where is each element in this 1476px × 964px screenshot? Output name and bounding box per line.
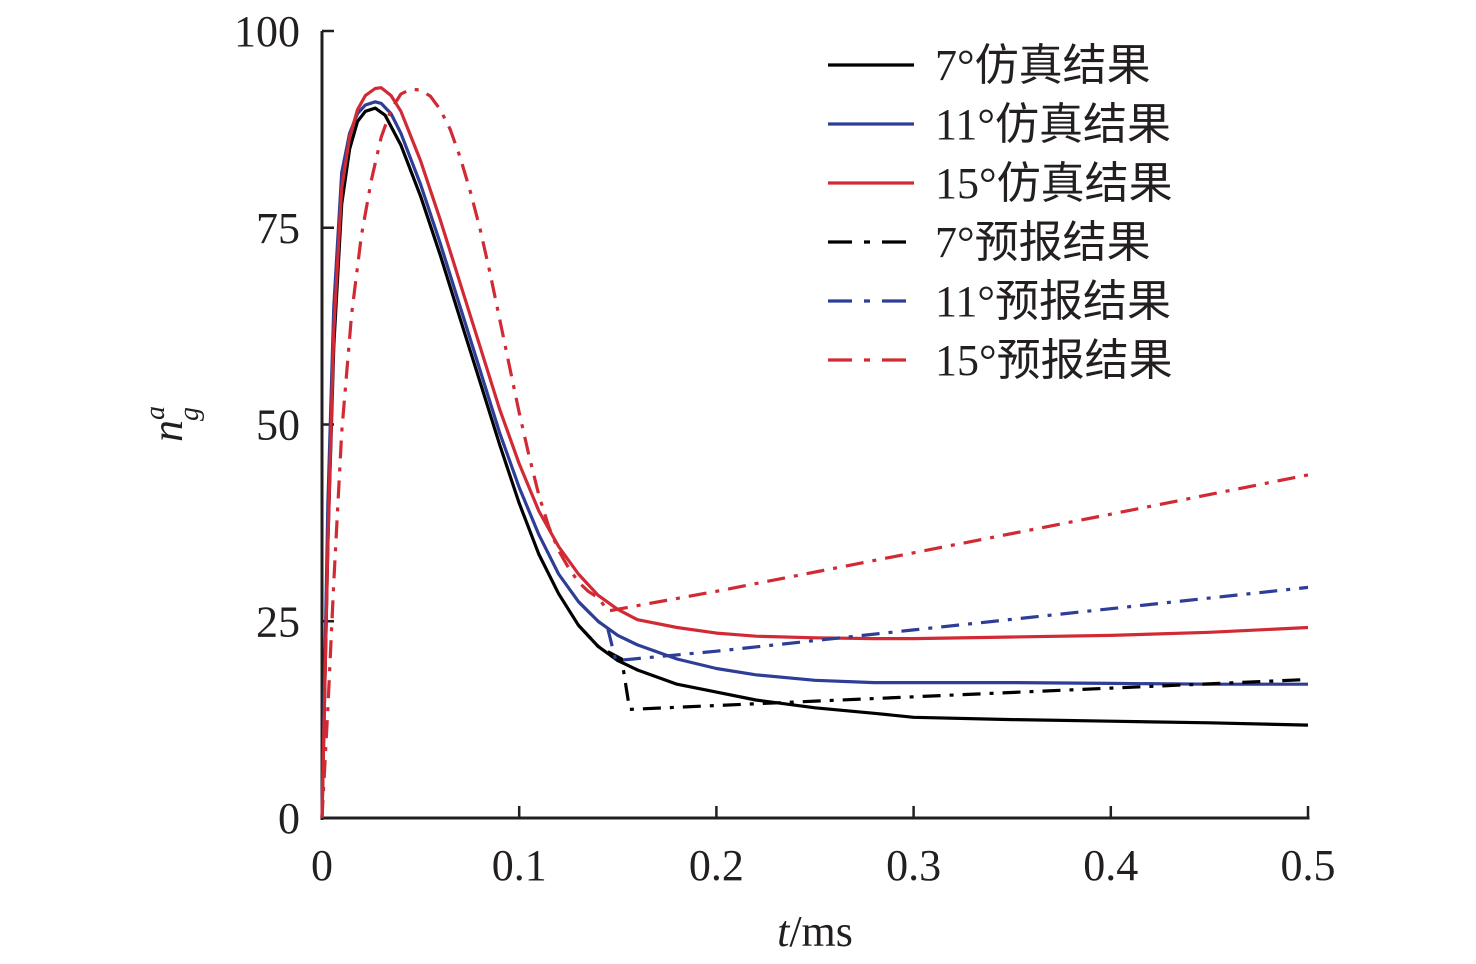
legend-label: 11°预报结果 — [935, 277, 1171, 326]
series-group — [320, 86, 1309, 819]
y-tick-label: 50 — [256, 401, 300, 450]
legend-item: 7°仿真结果 — [828, 41, 1151, 90]
x-tick-label: 0.3 — [886, 841, 941, 890]
x-tick-label: 0.5 — [1281, 841, 1336, 890]
series-line-4 — [577, 585, 1309, 663]
legend-label: 15°预报结果 — [935, 336, 1173, 385]
legend-label: 7°预报结果 — [935, 218, 1151, 267]
x-tick-label: 0 — [311, 841, 333, 890]
legend-label: 7°仿真结果 — [935, 41, 1151, 90]
y-tick-label: 100 — [234, 7, 300, 56]
series-line-2 — [320, 86, 1309, 819]
x-tick-label: 0.1 — [492, 841, 547, 890]
y-ticks: 0 25 50 75 100 — [234, 7, 334, 843]
x-axis-label-unit: /ms — [789, 907, 853, 956]
legend-item: 15°预报结果 — [828, 336, 1173, 385]
x-ticks: 0 0.1 0.2 0.3 0.4 0.5 — [311, 806, 1336, 890]
y-tick-label: 0 — [278, 794, 300, 843]
legend: 7°仿真结果 11°仿真结果 15°仿真结果 7°预报结果 11°预报结果 15°预报结果 — [828, 41, 1173, 385]
series-line-1 — [320, 100, 1308, 819]
legend-item: 11°仿真结果 — [828, 100, 1171, 149]
series-line-3 — [577, 624, 1309, 712]
x-tick-label: 0.2 — [689, 841, 744, 890]
y-axis-label: na g — [140, 406, 205, 442]
series-line-0 — [320, 106, 1309, 819]
y-tick-label: 25 — [256, 597, 300, 646]
svg-text:nag: na g — [140, 406, 205, 442]
legend-label: 15°仿真结果 — [935, 159, 1173, 208]
x-tick-label: 0.4 — [1083, 841, 1138, 890]
legend-label: 11°仿真结果 — [935, 100, 1171, 149]
y-axis-label-sup: a — [140, 406, 171, 420]
legend-item: 11°预报结果 — [828, 277, 1171, 326]
legend-item: 7°预报结果 — [828, 218, 1151, 267]
legend-item: 15°仿真结果 — [828, 159, 1173, 208]
y-axis-label-var: n — [143, 420, 192, 442]
x-axis-label-var: t — [777, 907, 791, 956]
series-line-5 — [320, 87, 1309, 819]
y-axis-label-sub: g — [174, 407, 205, 421]
x-axis-label: t/ms — [777, 907, 853, 956]
y-tick-label: 75 — [256, 204, 300, 253]
